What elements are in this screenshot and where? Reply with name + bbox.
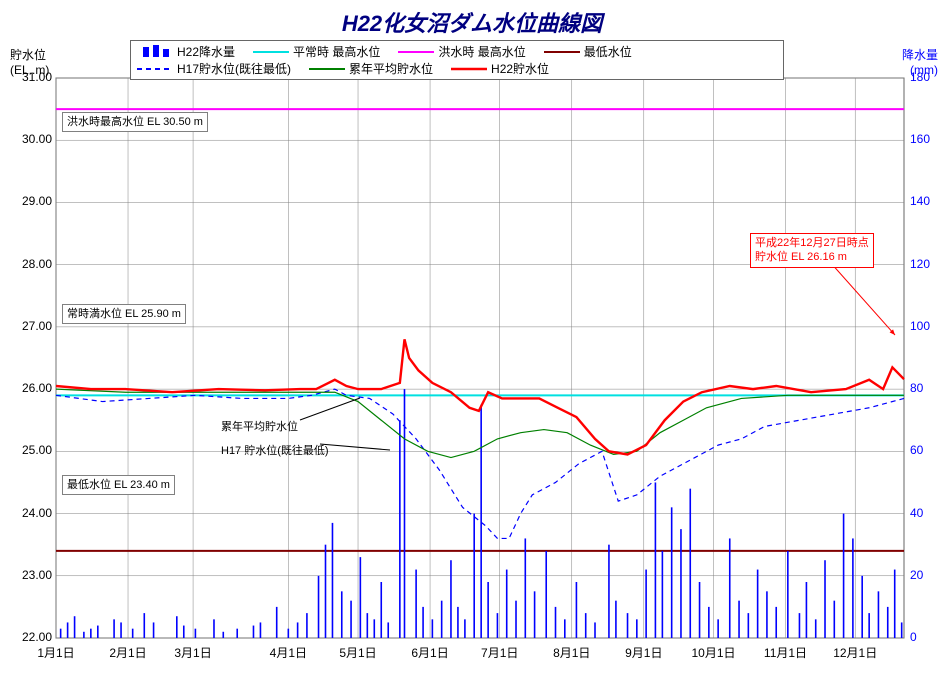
legend-swatch (137, 62, 173, 76)
legend-swatch (398, 45, 434, 59)
xtick: 7月1日 (481, 644, 518, 661)
ytick-left: 23.00 (22, 568, 52, 582)
legend-label: H22降水量 (177, 43, 235, 60)
ytick-left: 25.00 (22, 443, 52, 457)
xtick: 6月1日 (411, 644, 448, 661)
ytick-left: 22.00 (22, 630, 52, 644)
ytick-right: 80 (910, 381, 923, 395)
legend-swatch (137, 45, 173, 59)
legend-swatch (544, 45, 580, 59)
annotation: 常時満水位 EL 25.90 m (62, 304, 186, 324)
ytick-right: 0 (910, 630, 917, 644)
legend-label: H22貯水位 (491, 60, 549, 77)
legend-label: 最低水位 (584, 43, 632, 60)
annotation: 洪水時最高水位 EL 30.50 m (62, 112, 208, 132)
ytick-right: 140 (910, 194, 930, 208)
xtick: 5月1日 (339, 644, 376, 661)
legend-swatch (253, 45, 289, 59)
ytick-right: 120 (910, 257, 930, 271)
xtick: 8月1日 (553, 644, 590, 661)
ytick-left: 30.00 (22, 132, 52, 146)
ytick-right: 180 (910, 70, 930, 84)
ytick-right: 100 (910, 319, 930, 333)
xtick: 4月1日 (270, 644, 307, 661)
legend-item: 洪水時 最高水位 (398, 43, 525, 60)
legend-label: 累年平均貯水位 (349, 60, 433, 77)
annotation: H17 貯水位(既往最低) (221, 442, 329, 458)
ytick-left: 29.00 (22, 194, 52, 208)
legend-label: 洪水時 最高水位 (438, 43, 525, 60)
legend: H22降水量 平常時 最高水位 洪水時 最高水位 最低水位 H17貯水位(既往最低) 累年… (130, 40, 784, 80)
ytick-left: 26.00 (22, 381, 52, 395)
ytick-left: 24.00 (22, 506, 52, 520)
ytick-left: 31.00 (22, 70, 52, 84)
chart-root: H22化女沼ダム水位曲線図 貯水位 (EL..m) 降水量 (mm) H22降水… (0, 0, 944, 679)
legend-swatch (451, 62, 487, 76)
legend-item: 累年平均貯水位 (309, 60, 433, 77)
ytick-right: 40 (910, 506, 923, 520)
xtick: 11月1日 (764, 644, 807, 661)
xtick: 9月1日 (625, 644, 662, 661)
ytick-left: 28.00 (22, 257, 52, 271)
plot-area (0, 0, 944, 679)
xtick: 1月1日 (37, 644, 74, 661)
legend-label: 平常時 最高水位 (293, 43, 380, 60)
legend-item: H22貯水位 (451, 60, 549, 77)
legend-item: 最低水位 (544, 43, 632, 60)
annotation: 平成22年12月27日時点 貯水位 EL 26.16 m (750, 233, 874, 268)
ytick-right: 60 (910, 443, 923, 457)
annotation: 最低水位 EL 23.40 m (62, 475, 175, 495)
xtick: 12月1日 (833, 644, 877, 661)
xtick: 2月1日 (109, 644, 146, 661)
xtick: 3月1日 (174, 644, 211, 661)
ytick-right: 160 (910, 132, 930, 146)
annotation: 累年平均貯水位 (221, 418, 298, 434)
xtick: 10月1日 (691, 644, 735, 661)
legend-item: H17貯水位(既往最低) (137, 60, 291, 77)
legend-item: 平常時 最高水位 (253, 43, 380, 60)
legend-label: H17貯水位(既往最低) (177, 60, 291, 77)
ytick-right: 20 (910, 568, 923, 582)
legend-swatch (309, 62, 345, 76)
legend-item: H22降水量 (137, 43, 235, 60)
ytick-left: 27.00 (22, 319, 52, 333)
